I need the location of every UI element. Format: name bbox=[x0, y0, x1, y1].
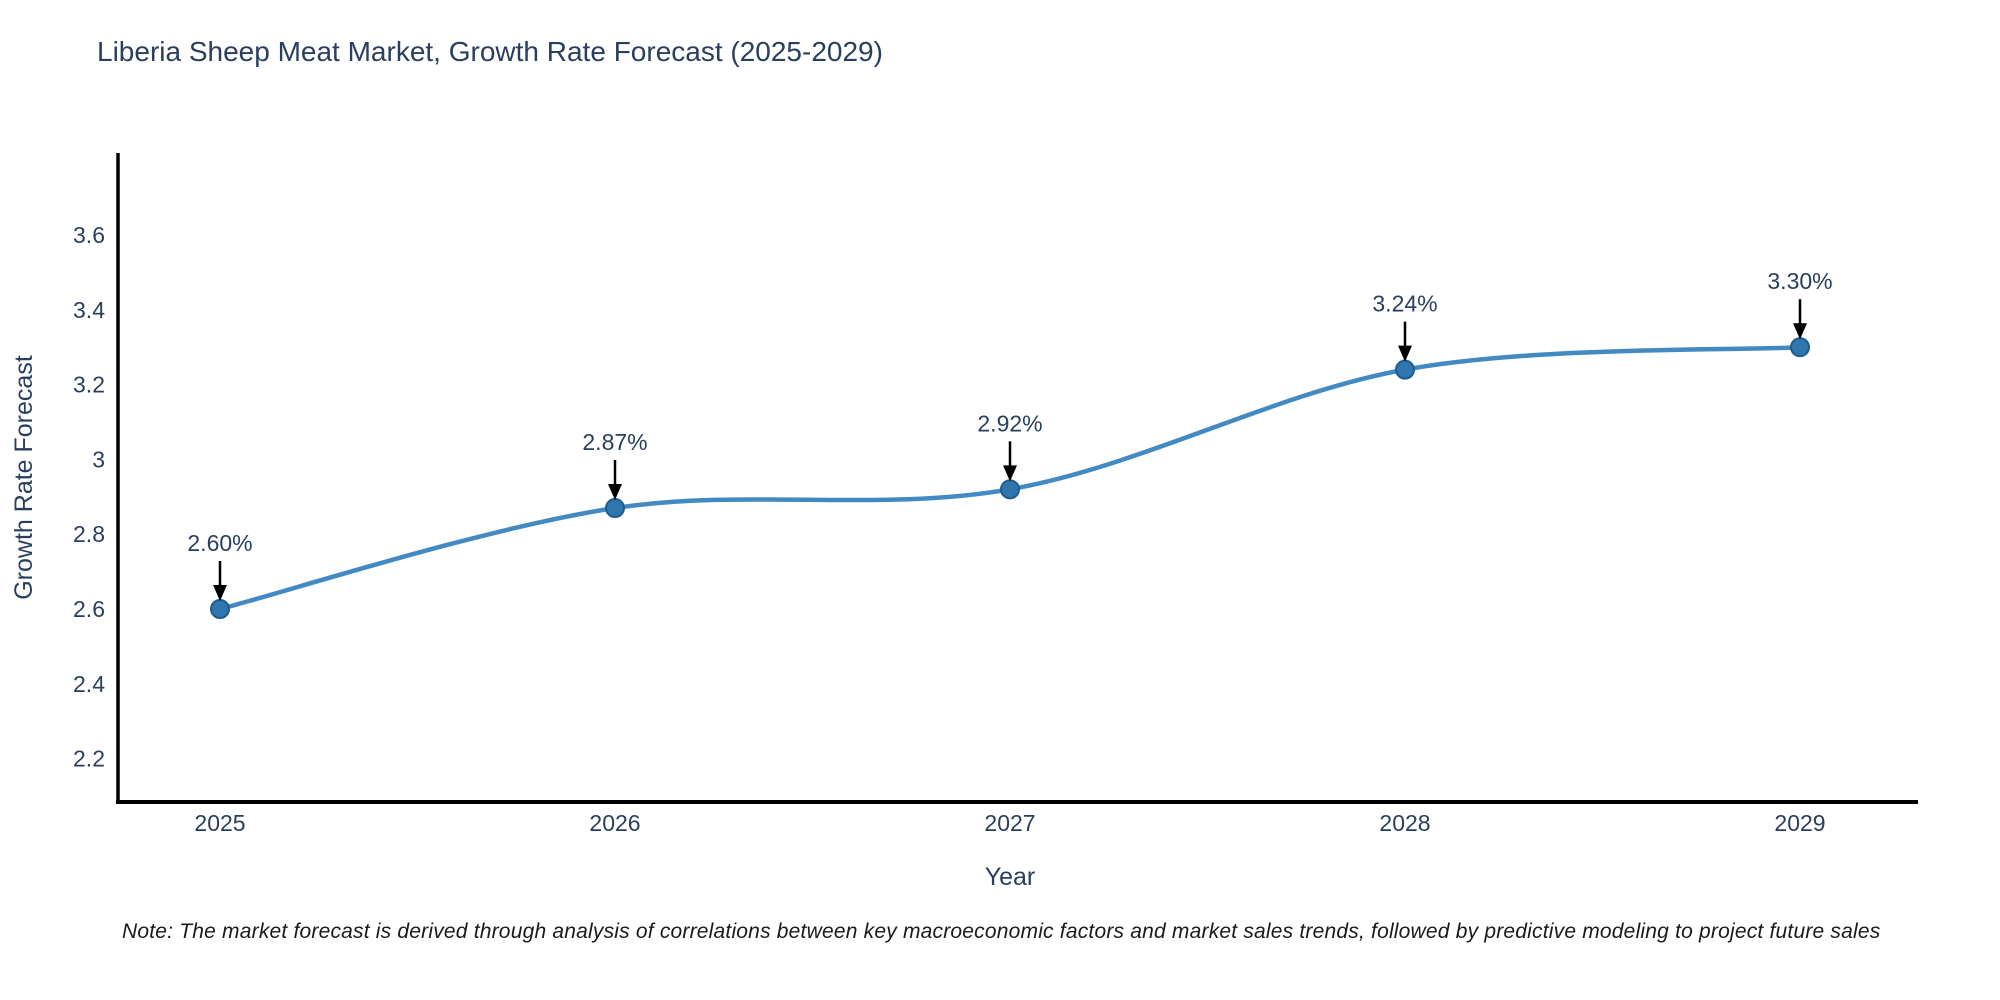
data-point-marker bbox=[1000, 479, 1020, 500]
x-tick-label: 2028 bbox=[1379, 810, 1430, 836]
data-point-marker bbox=[210, 599, 230, 619]
point-value-label: 2.60% bbox=[187, 530, 252, 556]
data-point-marker bbox=[605, 498, 625, 519]
y-tick-label: 3.4 bbox=[73, 297, 105, 323]
point-value-label: 2.87% bbox=[582, 429, 647, 455]
y-tick-label: 3.2 bbox=[73, 372, 105, 398]
annotation-arrow-head bbox=[213, 585, 227, 601]
y-tick-label: 2.8 bbox=[73, 521, 105, 547]
y-axis-title: Growth Rate Forecast bbox=[10, 355, 38, 600]
point-value-label: 3.24% bbox=[1372, 291, 1437, 317]
x-tick-label: 2027 bbox=[984, 810, 1035, 836]
annotation-arrow-head bbox=[1398, 345, 1412, 362]
data-point-marker bbox=[1395, 359, 1415, 380]
x-axis-title: Year bbox=[985, 863, 1036, 891]
y-tick-label: 2.6 bbox=[73, 596, 105, 622]
x-tick-label: 2029 bbox=[1774, 810, 1825, 836]
annotation-arrow-head bbox=[608, 484, 622, 501]
x-tick-label: 2026 bbox=[589, 810, 640, 836]
point-value-label: 2.92% bbox=[977, 410, 1042, 436]
y-tick-label: 3.6 bbox=[73, 222, 105, 248]
annotation-arrow-head bbox=[1003, 465, 1017, 482]
y-tick-label: 2.4 bbox=[73, 671, 105, 697]
y-tick-label: 2.2 bbox=[73, 746, 105, 772]
y-tick-label: 3 bbox=[92, 446, 105, 472]
footnote: Note: The market forecast is derived thr… bbox=[122, 920, 1881, 943]
data-point-marker bbox=[1790, 337, 1810, 358]
x-tick-label: 2025 bbox=[194, 810, 245, 836]
point-value-label: 3.30% bbox=[1767, 268, 1832, 294]
chart-title: Liberia Sheep Meat Market, Growth Rate F… bbox=[97, 36, 883, 67]
annotation-arrow-head bbox=[1793, 323, 1807, 340]
